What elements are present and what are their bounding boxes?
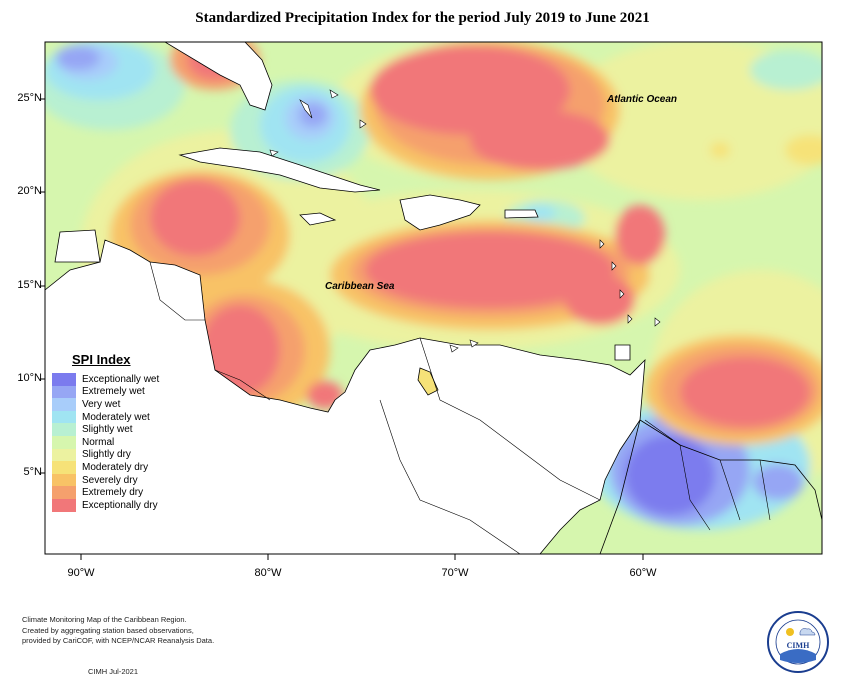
- legend-label: Moderately wet: [82, 411, 150, 423]
- legend-item: Exceptionally dry: [52, 498, 170, 512]
- lat-label-25n: 25°N: [17, 92, 42, 104]
- sun-icon: [786, 628, 794, 636]
- florida-land: [164, 42, 273, 111]
- legend-title: SPI Index: [72, 352, 131, 367]
- map-title: Standardized Precipitation Index for the…: [195, 10, 650, 26]
- legend-label: Severely dry: [82, 474, 138, 486]
- aruba-land: [417, 367, 439, 396]
- axis-ticks: [40, 98, 644, 560]
- legend-item: Severely dry: [52, 473, 170, 487]
- lon-label-80w: 80°W: [254, 567, 282, 579]
- legend-item: Very wet: [52, 398, 170, 411]
- lon-label-60w: 60°W: [629, 567, 657, 579]
- spi-field: [45, 42, 822, 554]
- legend-swatch: [52, 373, 76, 386]
- lat-label-10n: 10°N: [17, 372, 42, 384]
- caribbean-sea-label: Caribbean Sea: [325, 281, 395, 292]
- land-masses: [45, 42, 822, 554]
- footer-note: Climate Monitoring Map of the Caribbean …: [22, 615, 214, 647]
- legend-label: Normal: [82, 436, 115, 448]
- legend-item: Extremely wet: [52, 385, 170, 399]
- footer-line-1: Climate Monitoring Map of the Caribbean …: [22, 615, 187, 624]
- legend-label: Exceptionally wet: [82, 373, 160, 385]
- dry-zone-atlantic-north: [560, 42, 822, 200]
- legend-swatch: [52, 461, 76, 474]
- legend-item: Normal: [52, 435, 170, 449]
- legend-label: Extremely wet: [82, 386, 145, 398]
- legend-item: Moderately wet: [52, 410, 170, 424]
- central-america-land: [45, 239, 646, 554]
- footer-line-2: Created by aggregating station based obs…: [22, 625, 194, 635]
- legend-swatch: [52, 385, 76, 399]
- legend-swatch: [52, 423, 76, 436]
- lat-label-20n: 20°N: [17, 185, 42, 197]
- legend-swatch: [52, 435, 76, 449]
- guianas-land: [599, 419, 822, 554]
- legend-item: Slightly dry: [52, 448, 170, 462]
- legend-item: Slightly wet: [52, 423, 170, 436]
- legend-label: Extremely dry: [82, 487, 144, 499]
- legend-label: Slightly wet: [82, 424, 133, 436]
- atlantic-ocean-label: Atlantic Ocean: [607, 94, 678, 105]
- puerto-rico-land: [504, 209, 539, 219]
- yucatan-land: [54, 229, 101, 263]
- legend-swatch: [52, 410, 76, 424]
- credit-line: CIMH Jul-2021: [88, 667, 139, 676]
- legend-label: Slightly dry: [82, 449, 131, 461]
- borders: [149, 261, 771, 554]
- hispaniola-land: [399, 194, 481, 231]
- legend-swatch: [52, 473, 76, 487]
- legend-item: Extremely dry: [52, 486, 170, 499]
- legend-rows: Exceptionally wet Extremely wet Very wet Mo…: [52, 373, 170, 512]
- lat-label-15n: 15°N: [17, 279, 42, 291]
- cimh-logo: CIMH: [767, 611, 829, 673]
- legend-swatch: [52, 498, 76, 512]
- trinidad-land: [614, 344, 631, 361]
- footer-line-3: provided by CariCOF, with NCEP/NCAR Rean…: [22, 636, 215, 645]
- legend-label: Exceptionally dry: [82, 499, 158, 511]
- jamaica-land: [299, 212, 337, 226]
- legend-swatch: [52, 398, 76, 411]
- logo-text: CIMH: [787, 641, 810, 650]
- legend-item: Exceptionally wet: [52, 373, 170, 386]
- spi-legend: SPI Index Exceptionally wet Extremely wet…: [52, 352, 170, 512]
- legend-swatch: [52, 448, 76, 462]
- lon-label-90w: 90°W: [67, 567, 95, 579]
- lat-label-5n: 5°N: [23, 466, 42, 478]
- legend-label: Very wet: [82, 398, 121, 410]
- small-islands: [269, 89, 661, 353]
- legend-label: Moderately dry: [82, 461, 149, 473]
- legend-item: Moderately dry: [52, 461, 170, 474]
- map-frame: [44, 41, 823, 555]
- cloud-icon: [799, 628, 816, 636]
- cuba-land: [178, 147, 381, 193]
- legend-swatch: [52, 486, 76, 499]
- lon-label-70w: 70°W: [441, 567, 469, 579]
